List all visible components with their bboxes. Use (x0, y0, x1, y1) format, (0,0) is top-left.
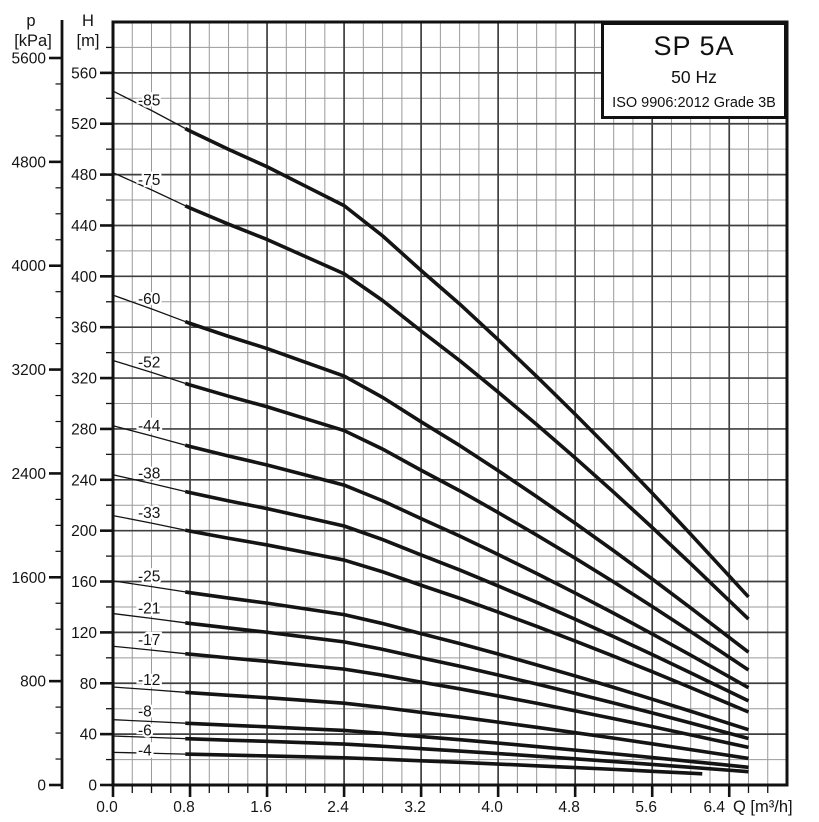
x-axis-tick-label: 0.8 (173, 799, 195, 816)
title-box: SP 5A 50 Hz ISO 9906:2012 Grade 3B (601, 22, 787, 119)
h-axis-tick-label: 120 (71, 625, 97, 642)
curve-85 (184, 126, 750, 599)
curve-min-flow-21 (112, 612, 186, 624)
p-axis-tick-label: 0 (37, 778, 46, 795)
curve-min-flow-75 (112, 172, 186, 207)
curve-min-flow-33 (112, 514, 186, 531)
p-axis: 0 800 1600 2400 3200 4000 4800 5600 (12, 20, 64, 795)
curve-label-85: -85 (138, 93, 160, 110)
x-axis-tick-label: 1.6 (250, 799, 272, 816)
curve-label-52: -52 (138, 354, 160, 371)
curve-label-6: -6 (138, 722, 152, 739)
h-axis-tick-label: 360 (71, 320, 97, 337)
p-axis-tick-label: 4000 (12, 258, 47, 275)
x-axis-tick-label: 4.0 (481, 799, 503, 816)
grid-minor (113, 22, 787, 785)
h-axis-tick-label: 560 (71, 65, 97, 82)
curve-min-flow-25 (112, 580, 186, 593)
curve-label-17: -17 (138, 632, 160, 649)
curve-52 (184, 381, 750, 672)
x-axis-tick-label: 3.2 (404, 799, 426, 816)
p-axis-tick-label: 4800 (12, 154, 47, 171)
x-axis-tick-label: 0.0 (96, 799, 118, 816)
curve-38 (184, 489, 750, 703)
curve-33 (184, 528, 750, 714)
axis-headings: p [kPa] H [m] Q [m³/h] (14, 12, 792, 816)
h-axis-tick-label: 480 (71, 167, 97, 184)
h-axis-unit: [m] (77, 32, 100, 50)
curve-label-4: -4 (138, 742, 152, 759)
curve-75 (184, 204, 750, 621)
h-axis-tick-label: 320 (71, 371, 97, 388)
curve-min-flow-12 (112, 686, 186, 693)
curve-21 (184, 621, 749, 741)
curve-min-flow-60 (112, 294, 186, 323)
curve-17 (185, 651, 749, 750)
curve-min-flow-52 (112, 359, 186, 384)
x-axis: 0.0 0.8 1.6 2.4 3.2 4.0 4.8 5.6 6.4 (96, 786, 769, 816)
pump-curves (112, 90, 750, 776)
p-axis-tick-label: 800 (20, 674, 46, 691)
curve-label-25: -25 (138, 569, 160, 586)
curve-44 (184, 443, 750, 690)
h-axis-name: H (82, 12, 94, 30)
x-axis-tick-label: 6.4 (703, 799, 725, 816)
h-axis-tick-label: 200 (71, 523, 97, 540)
pump-model-title: SP 5A (653, 31, 735, 61)
h-axis-tick-label: 40 (80, 727, 98, 744)
p-axis-unit: [kPa] (14, 32, 52, 50)
h-axis: 0 40 80 120 160 200 240 280 320 360 400 440 480 520 56… (71, 46, 113, 795)
p-axis-tick-label: 5600 (12, 51, 47, 68)
curve-min-flow-6 (112, 735, 186, 740)
curve-label-60: -60 (138, 291, 161, 308)
h-axis-tick-label: 440 (71, 218, 97, 235)
curve-min-flow-44 (112, 425, 186, 446)
q-axis-label: Q [m³/h] (733, 798, 793, 816)
h-axis-tick-label: 160 (71, 574, 97, 591)
curve-label-8: -8 (138, 704, 152, 721)
curve-6 (185, 736, 749, 774)
curve-label-38: -38 (138, 465, 160, 482)
x-axis-tick-label: 2.4 (327, 799, 349, 816)
p-axis-name: p (26, 12, 35, 30)
curve-label-21: -21 (138, 600, 160, 617)
curve-label-12: -12 (138, 672, 160, 689)
curve-min-flow-8 (112, 719, 186, 724)
frequency-label: 50 Hz (671, 67, 717, 87)
curve-4 (185, 752, 703, 776)
curve-60 (184, 319, 750, 654)
curve-label-44: -44 (138, 418, 161, 435)
curve-label-33: -33 (138, 505, 160, 522)
h-axis-tick-label: 0 (88, 778, 97, 795)
x-axis-tick-label: 4.8 (558, 799, 580, 816)
curve-min-flow-38 (112, 474, 186, 493)
curve-8 (185, 721, 749, 770)
h-axis-tick-label: 280 (71, 421, 97, 438)
h-axis-tick-label: 80 (80, 676, 98, 693)
curve-min-flow-85 (112, 90, 186, 130)
p-axis-tick-label: 1600 (12, 570, 47, 587)
h-axis-tick-label: 520 (71, 116, 97, 133)
h-axis-tick-label: 400 (71, 269, 97, 286)
curve-12 (185, 690, 749, 761)
iso-standard-label: ISO 9906:2012 Grade 3B (612, 95, 776, 111)
curve-min-flow-4 (112, 751, 186, 755)
x-axis-tick-label: 5.6 (635, 799, 657, 816)
curve-25 (184, 590, 750, 732)
h-axis-tick-label: 240 (71, 472, 97, 489)
curve-labels: -85 -75 -60 -52 -44 -38 -33 -25 -21 -17 -12 -8-6 -4 (136, 90, 163, 761)
p-axis-tick-label: 2400 (12, 466, 47, 483)
curve-min-flow-17 (112, 645, 186, 655)
p-axis-tick-label: 3200 (12, 362, 47, 379)
curve-label-75: -75 (138, 172, 160, 189)
